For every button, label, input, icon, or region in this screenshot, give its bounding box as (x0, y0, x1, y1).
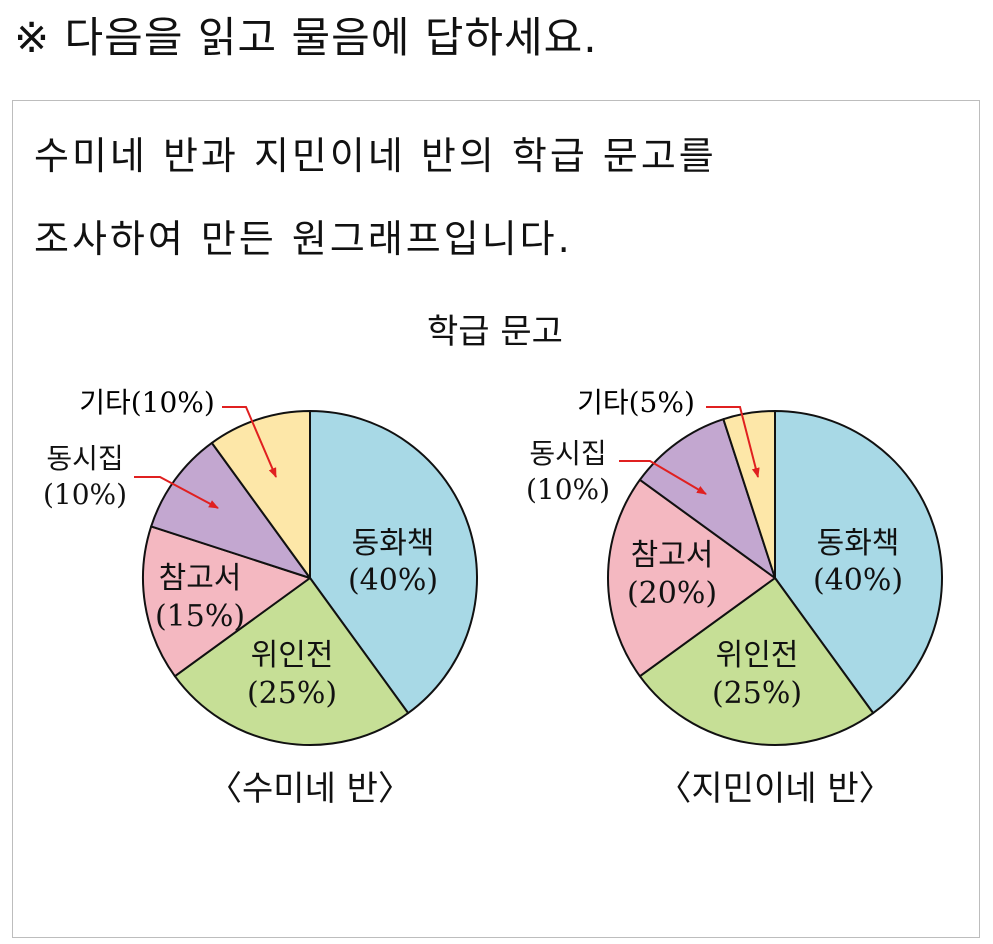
callout-arrow (619, 460, 707, 495)
passage-line-1: 수미네 반과 지민이네 반의 학급 문고를 (34, 134, 717, 178)
slice-percent-label: (25%) (712, 676, 802, 711)
slice-label: 참고서 (159, 561, 242, 596)
slice-label: 동화책 (817, 526, 900, 561)
pie-slice (141, 525, 311, 678)
slice-callout-label: 기타(10%) (79, 386, 215, 419)
slice-callout-label: 기타(5%) (577, 386, 695, 419)
slice-label: 위인전 (716, 638, 799, 673)
slice-percent-label: (25%) (247, 676, 337, 711)
slice-percent-label: (20%) (627, 576, 717, 611)
pie-slice (606, 478, 776, 678)
slice-percent-label: (5%) (629, 386, 695, 419)
pie-slice (638, 418, 776, 579)
callout-arrow (706, 406, 760, 478)
slice-percent-label: (40%) (813, 563, 903, 598)
slice-percent-label: (10%) (131, 386, 215, 419)
pie-slice (774, 410, 943, 715)
pie-slice (638, 577, 875, 747)
slice-label: 동시집 (529, 437, 606, 470)
slice-percent-label: (10%) (526, 473, 610, 506)
callout-arrow (134, 476, 219, 509)
slice-label: 동시집 (46, 442, 123, 475)
pie-slice (309, 410, 478, 715)
instruction-text: ※ 다음을 읽고 물음에 답하세요. (14, 13, 598, 62)
pie-slice (173, 577, 410, 747)
slice-label: 참고서 (631, 538, 714, 573)
chart-title: 학급 문고 (427, 312, 563, 352)
slice-label: 동화책 (352, 526, 435, 561)
pie-slice (150, 441, 311, 579)
chart-caption: 〈지민이네 반〉 (657, 769, 892, 809)
slice-percent-label: (40%) (348, 563, 438, 598)
slice-label: 위인전 (251, 638, 334, 673)
pie-slice (210, 410, 311, 579)
pie-slice (722, 410, 776, 579)
slice-percent-label: (10%) (43, 478, 127, 511)
slice-label: 기타 (79, 386, 131, 419)
chart-caption: 〈수미네 반〉 (208, 769, 412, 809)
passage-line-2: 조사하여 만든 원그래프입니다. (34, 217, 573, 261)
slice-label: 기타 (577, 386, 629, 419)
question-box (12, 100, 980, 938)
slice-percent-label: (15%) (155, 599, 245, 634)
callout-arrow (222, 406, 277, 478)
